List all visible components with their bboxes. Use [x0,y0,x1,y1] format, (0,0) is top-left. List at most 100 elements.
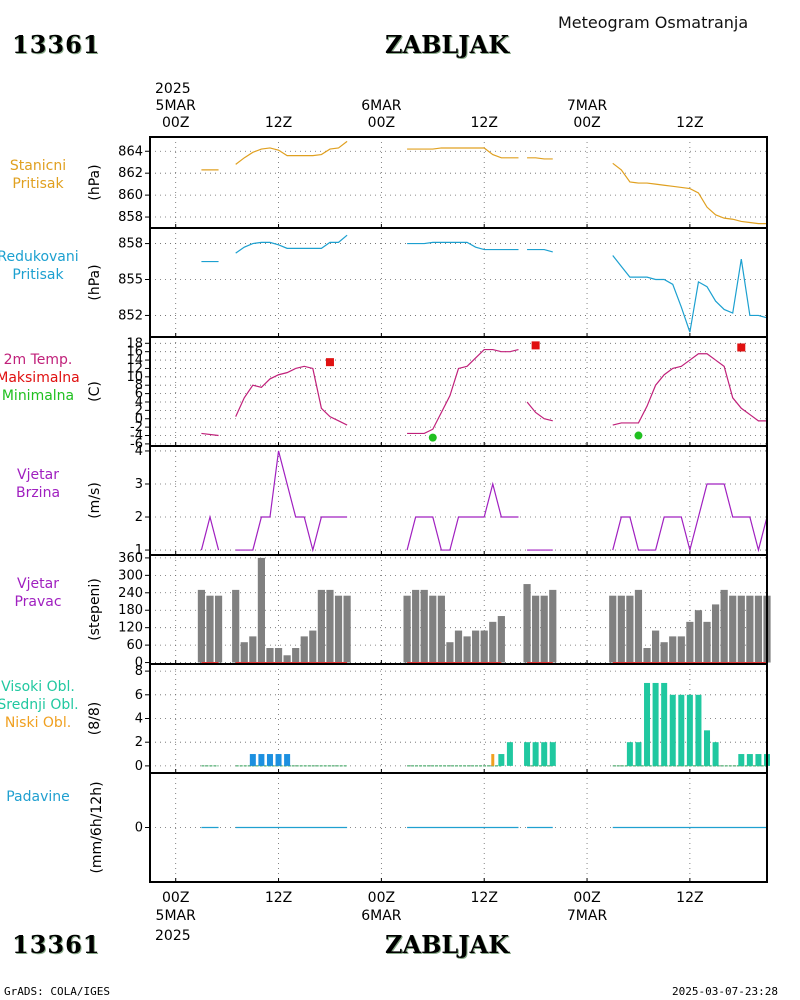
wind-direction-bar [729,595,737,663]
panel-frame [149,772,768,883]
panel-label: Vjetar [17,467,59,483]
y-tick-label: 0 [135,412,143,427]
panel-label: Pravac [14,594,61,610]
panel-wind-direction: 0 60 120 180 240 300 360 (stepeni) Vjetar Pravac [14,551,771,671]
series-line [407,147,519,159]
wind-direction-bar [214,595,223,663]
y-tick-label: 180 [118,603,143,618]
panel-reduced-pressure: 852 855 858 (hPa) Redukovani Pritisak [0,227,768,338]
meteogram-subtitle: Meteogram Osmatranja [558,13,749,32]
y-tick-label: -2 [130,420,143,435]
y-axis-unit: (mm/6h/12h) [89,781,105,873]
wind-direction-bar [677,636,685,663]
panel-frame [149,136,768,229]
station-name-top: ZABLJAK [385,30,510,59]
wind-direction-bar [403,595,411,663]
y-tick-label: 2 [135,510,143,525]
cloud-bar [755,754,762,766]
top-hour-label: 00Z [573,115,600,131]
wind-direction-bar [651,630,660,663]
y-axis-unit: (hPa) [87,164,103,200]
bottom-date-label: 7MAR [567,908,608,924]
series-line [407,241,519,251]
wind-direction-bar [472,630,480,663]
panel-label: Padavine [6,789,70,805]
wind-direction-bar [232,589,240,663]
top-hour-label: 00Z [368,115,395,131]
panel-label: Brzina [16,485,60,501]
y-axis-unit: (m/s) [87,482,103,519]
bottom-hour-label: 12Z [265,890,292,906]
wind-direction-bar [292,648,300,663]
wind-direction-bar [497,616,505,663]
wind-direction-bar [257,557,266,663]
wind-direction-bar [643,648,651,663]
wind-direction-bar [549,589,557,663]
wind-direction-bar [240,642,248,663]
wind-direction-bar [300,636,308,663]
y-tick-label: 2 [135,403,143,418]
wind-direction-bar [711,604,720,663]
y-tick-label: -4 [130,429,143,444]
top-hour-label: 12Z [676,115,703,131]
y-tick-label: 6 [135,387,143,402]
wind-direction-bar [249,636,257,663]
panel-frame [149,227,768,338]
top-hour-label: 00Z [162,115,189,131]
cloud-bar [549,742,556,766]
panel-label: Visoki Obl. [1,679,75,695]
panel-label: Pritisak [12,267,64,283]
series-line [526,401,553,422]
series-line [235,450,348,553]
panel-station-pressure: 858 860 862 864 (hPa) Stanicni Pritisak [10,136,768,229]
series-line [612,483,768,553]
cloud-bar [491,754,495,766]
wind-direction-bar [326,589,334,663]
y-tick-label: 860 [118,188,143,203]
series-line [407,348,519,435]
y-tick-label: 3 [135,477,143,492]
station-id-top: 13361 [12,30,101,59]
bottom-hour-label: 00Z [573,890,600,906]
wind-direction-bar [669,636,677,663]
panel-label: Vjetar [17,576,59,592]
y-tick-label: 16 [126,345,143,360]
y-tick-label: 240 [118,586,143,601]
wind-direction-bar [334,595,343,663]
tmin-marker [428,433,437,442]
cloud-bar [532,742,539,766]
y-tick-label: 4 [135,712,143,727]
wind-direction-bar [412,589,420,663]
cloud-bar [524,742,531,766]
y-tick-label: 8 [135,378,143,393]
cloud-bar [738,754,745,766]
station-id-bottom: 13361 [12,930,101,959]
panel-wind-speed: 1 2 3 4 (m/s) Vjetar Brzina [16,444,768,558]
y-tick-label: 4 [135,395,143,410]
wind-direction-bar [266,648,274,663]
panel-clouds: 0 2 4 6 8 (8/8) Visoki Obl. Srednji Obl. Niski O… [0,663,770,774]
cloud-bar [704,730,711,766]
wind-direction-bar [489,621,497,663]
y-tick-label: 4 [135,444,143,459]
panel-frame [149,336,768,447]
tmax-marker [531,341,540,350]
cloud-bar [678,694,685,766]
tmin-marker [634,431,643,440]
footer-timestamp: 2025-03-07-23:28 [672,985,778,998]
wind-direction-bar [454,630,463,663]
panel-label: Pritisak [12,176,64,192]
y-tick-label: 0 [135,656,143,671]
cloud-bar [695,694,702,766]
y-tick-label: 1 [135,543,143,558]
cloud-bar [498,754,505,766]
panel-precipitation: 0 (mm/6h/12h) Padavine [6,772,768,883]
wind-direction-bar [532,595,540,663]
series-line [235,365,348,426]
wind-direction-bar [429,595,437,663]
y-tick-label: 6 [135,688,143,703]
wind-direction-bar [274,648,283,663]
tmax-marker [325,358,334,367]
